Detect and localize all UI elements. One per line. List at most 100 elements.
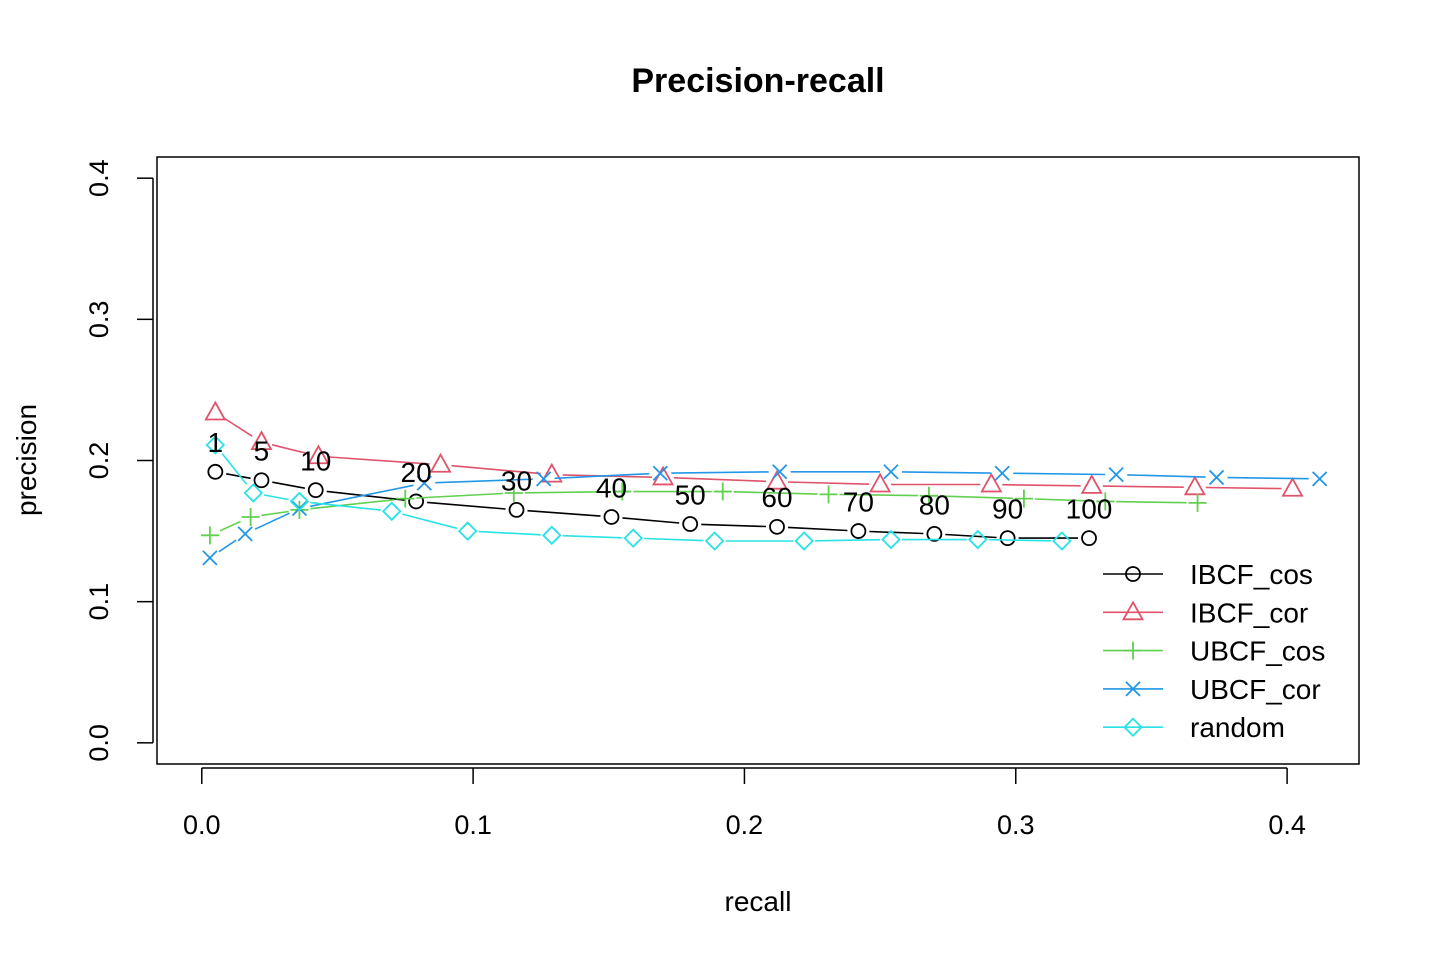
- legend-marker-ubcf-cor: [1125, 681, 1141, 697]
- data-point-ibcf-cos: [508, 502, 525, 518]
- point-annotation: 80: [919, 489, 950, 520]
- data-point-ibcf-cor: [429, 452, 452, 473]
- legend-label-ubcf-cor: UBCF_cor: [1190, 674, 1321, 705]
- data-point-ubcf-cos: [1188, 493, 1207, 512]
- data-point-ubcf-cor: [883, 464, 899, 480]
- y-tick-label: 0.1: [84, 583, 114, 621]
- data-point-ibcf-cor: [1281, 476, 1304, 497]
- point-annotation: 1: [208, 427, 224, 458]
- x-tick-label: 0.1: [454, 810, 492, 840]
- series-ubcf-cos: [200, 482, 1207, 545]
- data-point-ibcf-cor: [204, 400, 227, 421]
- legend-label-random: random: [1190, 712, 1285, 743]
- data-point-ibcf-cor: [250, 430, 273, 451]
- data-point-ubcf-cor: [994, 465, 1010, 481]
- series-ibcf-cos: [207, 463, 1097, 547]
- data-point-ibcf-cos: [307, 482, 324, 499]
- data-point-ubcf-cor: [772, 464, 788, 480]
- data-point-ubcf-cos: [1014, 489, 1033, 508]
- series-line-ibcf-cos: [226, 473, 1078, 539]
- data-point-ibcf-cor: [765, 469, 789, 490]
- data-point-random: [457, 521, 478, 541]
- data-point-ubcf-cor: [291, 500, 308, 517]
- data-point-ibcf-cos: [682, 516, 699, 532]
- x-tick-label: 0.3: [997, 810, 1035, 840]
- x-axis: 0.0 0.1 0.2 0.3 0.4: [183, 767, 1306, 840]
- legend-label-ibcf-cor: IBCF_cor: [1190, 597, 1308, 628]
- y-tick-label: 0.3: [84, 301, 114, 339]
- point-annotation: 10: [300, 446, 331, 477]
- y-axis-label: precision: [11, 404, 42, 516]
- legend-marker-ibcf-cos: [1125, 566, 1141, 582]
- data-point-ibcf-cos: [1081, 530, 1097, 547]
- data-point-ibcf-cos: [408, 493, 425, 510]
- x-tick-label: 0.2: [726, 810, 764, 840]
- data-point-ibcf-cor: [980, 472, 1003, 493]
- data-point-ibcf-cos: [926, 526, 943, 542]
- point-annotation: 5: [254, 436, 270, 467]
- point-annotation: 20: [401, 457, 432, 488]
- data-point-ubcf-cos: [200, 526, 219, 545]
- data-point-ibcf-cos: [850, 523, 867, 539]
- data-point-ubcf-cos: [241, 507, 260, 526]
- series-line-ibcf-cor: [224, 417, 1282, 490]
- point-annotation: 90: [992, 493, 1023, 524]
- data-point-ibcf-cos: [207, 463, 224, 480]
- data-point-ubcf-cos: [919, 486, 938, 505]
- point-annotation: 70: [843, 486, 874, 517]
- data-point-random: [289, 491, 310, 512]
- legend-label-ibcf-cos: IBCF_cos: [1190, 559, 1313, 590]
- data-point-ibcf-cor: [1183, 475, 1206, 496]
- legend-item-random: random: [1103, 712, 1285, 743]
- annotation-layer: 1 5 10 20 30 40 50 60 70 80 90 100: [208, 427, 1113, 524]
- series-line-ubcf-cor: [218, 471, 1309, 553]
- data-point-random: [968, 529, 988, 550]
- y-axis: 0.0 0.1 0.2 0.3 0.4: [84, 159, 154, 762]
- y-tick-label: 0.4: [84, 159, 114, 197]
- data-point-ibcf-cos: [999, 530, 1016, 547]
- point-annotation: 50: [675, 479, 706, 510]
- point-annotation: 60: [761, 482, 792, 513]
- data-point-ibcf-cor: [1080, 474, 1103, 494]
- data-point-ubcf-cos: [713, 482, 732, 501]
- data-point-ubcf-cos: [1096, 492, 1115, 511]
- data-point-random: [243, 483, 264, 503]
- data-point-ubcf-cos: [504, 483, 523, 502]
- data-point-random: [881, 529, 901, 550]
- series-line-ubcf-cos: [219, 490, 1187, 532]
- x-tick-label: 0.0: [183, 810, 221, 840]
- data-point-random: [623, 528, 643, 548]
- legend-item-ibcf-cor: IBCF_cor: [1103, 597, 1308, 628]
- series-ubcf-cor: [202, 464, 1328, 566]
- chart-title: Precision-recall: [631, 62, 884, 100]
- data-point-random: [1052, 531, 1072, 551]
- point-annotation: 40: [596, 472, 627, 503]
- data-point-ubcf-cor: [416, 475, 432, 491]
- data-point-ibcf-cor: [869, 472, 892, 493]
- data-point-random: [794, 531, 814, 551]
- data-point-ubcf-cor: [1108, 466, 1124, 483]
- plot-frame: [156, 156, 1360, 765]
- legend-marker-ubcf-cos: [1124, 641, 1142, 660]
- legend-marker-random: [1123, 717, 1143, 737]
- data-point-random: [704, 531, 725, 551]
- data-point-ubcf-cos: [819, 485, 838, 504]
- data-point-ubcf-cor: [202, 550, 218, 566]
- legend-marker-ibcf-cor: [1121, 600, 1145, 621]
- data-point-ibcf-cos: [253, 472, 270, 489]
- y-tick-label: 0.2: [84, 442, 114, 480]
- x-tick-label: 0.4: [1268, 810, 1306, 840]
- data-point-ubcf-cor: [1312, 471, 1328, 487]
- data-point-ibcf-cor: [307, 444, 330, 465]
- y-tick-label: 0.0: [84, 724, 114, 762]
- data-point-ubcf-cor: [1208, 469, 1225, 486]
- data-point-random: [205, 435, 226, 455]
- point-annotation: 30: [501, 465, 532, 496]
- data-point-ibcf-cos: [603, 509, 620, 525]
- data-point-ubcf-cor: [536, 471, 552, 487]
- data-point-random: [542, 525, 562, 546]
- data-point-ubcf-cor: [652, 465, 668, 481]
- data-point-ibcf-cor: [540, 462, 563, 483]
- legend-item-ibcf-cos: IBCF_cos: [1103, 559, 1313, 590]
